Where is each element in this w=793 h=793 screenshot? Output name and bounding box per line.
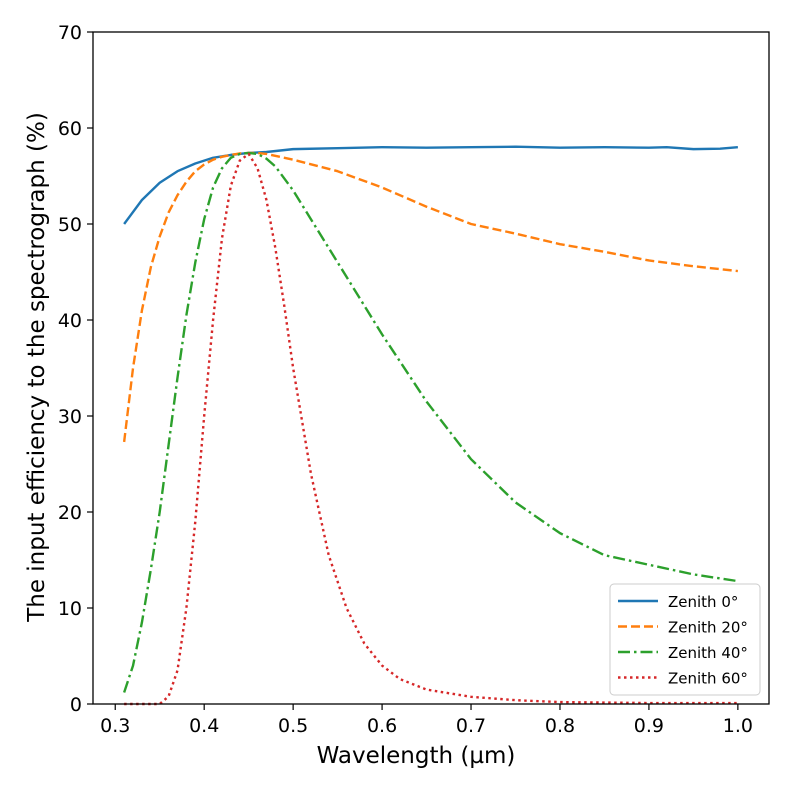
y-tick-label: 30 bbox=[58, 406, 82, 428]
legend-label-1: Zenith 0° bbox=[668, 593, 738, 611]
y-tick-label: 0 bbox=[70, 694, 82, 716]
series-line-2 bbox=[122, 151, 738, 443]
legend-label-2: Zenith 20° bbox=[668, 619, 748, 637]
y-tick-label: 60 bbox=[58, 118, 82, 140]
y-tick-label: 10 bbox=[58, 598, 82, 620]
axes: 0.3 0.4 0.5 0.6 0.7 0.8 0.9 1.0 0 10 20 30 40 50 60 70 bbox=[58, 22, 770, 737]
x-axis-label: Wavelength (µm) bbox=[317, 743, 516, 769]
plot-area bbox=[122, 145, 739, 706]
x-tick-label: 0.4 bbox=[189, 715, 219, 737]
x-tick-label: 1.0 bbox=[723, 715, 753, 737]
y-tick-label: 20 bbox=[58, 502, 82, 524]
series-line-1 bbox=[123, 145, 738, 225]
x-tick-label: 0.6 bbox=[367, 715, 397, 737]
x-tick-label: 0.7 bbox=[456, 715, 486, 737]
x-tick-label: 0.8 bbox=[545, 715, 575, 737]
legend-label-4: Zenith 60° bbox=[668, 670, 748, 688]
legend-box bbox=[609, 583, 761, 696]
x-tick-label: 0.3 bbox=[100, 715, 130, 737]
plot-frame bbox=[92, 31, 770, 705]
series-line-4 bbox=[124, 152, 738, 706]
y-axis-label: The input efficiency to the spectrograph… bbox=[24, 112, 50, 623]
x-tick-label: 0.9 bbox=[634, 715, 664, 737]
y-tick-label: 70 bbox=[58, 22, 82, 44]
legend-label-3: Zenith 40° bbox=[668, 644, 748, 662]
x-tick-label: 0.5 bbox=[278, 715, 308, 737]
legend: Zenith 0° Zenith 20° Zenith 40° Zenith 60° bbox=[609, 583, 761, 696]
series-line-3 bbox=[122, 151, 739, 693]
y-tick-label: 40 bbox=[58, 310, 82, 332]
y-tick-label: 50 bbox=[58, 214, 82, 236]
